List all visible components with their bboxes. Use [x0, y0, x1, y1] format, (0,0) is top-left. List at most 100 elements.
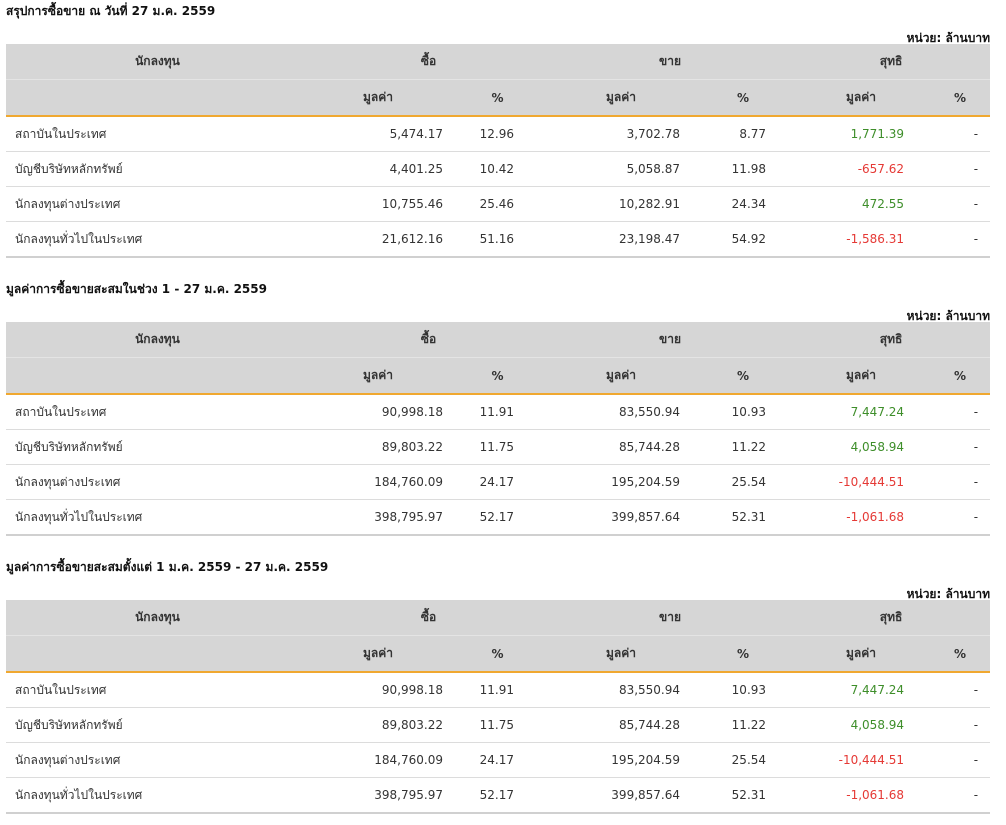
header-sell-value: มูลค่า	[548, 357, 695, 395]
net-value: -1,061.68	[792, 777, 931, 814]
net-value: -10,444.51	[792, 464, 931, 500]
header-buy: ซื้อ	[309, 44, 549, 80]
table-row: สถาบันในประเทศ 90,998.18 11.91 83,550.94 10.…	[6, 672, 991, 708]
header-net-value: มูลค่า	[792, 357, 931, 395]
buy-value: 89,803.22	[309, 707, 447, 743]
header-buy-value: มูลค่า	[309, 635, 447, 673]
header-sell-percent: %	[694, 357, 793, 395]
investor-name: นักลงทุนต่างประเทศ	[6, 742, 309, 778]
sell-percent: 11.22	[694, 429, 793, 465]
sell-percent: 25.54	[694, 742, 793, 778]
header-sell-percent: %	[694, 635, 793, 673]
header-buy-percent: %	[447, 357, 549, 395]
buy-percent: 11.91	[447, 672, 549, 708]
buy-value: 398,795.97	[309, 499, 447, 536]
header-net-percent: %	[930, 635, 991, 673]
net-value: 7,447.24	[792, 672, 931, 708]
header-sell: ขาย	[548, 44, 793, 80]
header-net: สุทธิ	[792, 322, 991, 358]
sell-value: 85,744.28	[548, 429, 695, 465]
sell-percent: 8.77	[694, 116, 793, 152]
net-value: -1,586.31	[792, 221, 931, 258]
net-percent: -	[930, 429, 991, 465]
net-percent: -	[930, 186, 991, 222]
net-percent: -	[930, 672, 991, 708]
table-row: สถาบันในประเทศ 5,474.17 12.96 3,702.78 8.77 1…	[6, 116, 991, 152]
header-investor-blank	[6, 357, 309, 395]
net-percent: -	[930, 464, 991, 500]
summary-table: นักลงทุน ซื้อ ขาย สุทธิ มูลค่า% มูลค่า% มูลค่า…	[6, 322, 991, 536]
header-buy-value: มูลค่า	[309, 79, 447, 117]
net-value: 7,447.24	[792, 394, 931, 430]
header-buy-value: มูลค่า	[309, 357, 447, 395]
buy-percent: 11.75	[447, 429, 549, 465]
net-percent: -	[930, 221, 991, 258]
table-row: สถาบันในประเทศ 90,998.18 11.91 83,550.94 10.…	[6, 394, 991, 430]
investor-name: สถาบันในประเทศ	[6, 672, 309, 708]
header-investor: นักลงทุน	[6, 322, 309, 358]
net-percent: -	[930, 742, 991, 778]
buy-percent: 24.17	[447, 742, 549, 778]
net-value: -10,444.51	[792, 742, 931, 778]
buy-value: 89,803.22	[309, 429, 447, 465]
buy-percent: 25.46	[447, 186, 549, 222]
table-row: นักลงทุนทั่วไปในประเทศ 398,795.97 52.17 399…	[6, 777, 991, 814]
header-net-percent: %	[930, 79, 991, 117]
buy-value: 398,795.97	[309, 777, 447, 814]
sell-value: 195,204.59	[548, 464, 695, 500]
net-percent: -	[930, 777, 991, 814]
sell-percent: 11.98	[694, 151, 793, 187]
header-sell: ขาย	[548, 322, 793, 358]
net-value: 4,058.94	[792, 707, 931, 743]
investor-name: สถาบันในประเทศ	[6, 116, 309, 152]
unit-label: หน่วย: ล้านบาท	[906, 309, 990, 323]
investor-name: นักลงทุนทั่วไปในประเทศ	[6, 777, 309, 814]
buy-percent: 10.42	[447, 151, 549, 187]
table-row: นักลงทุนทั่วไปในประเทศ 21,612.16 51.16 23,1…	[6, 221, 991, 258]
header-investor-blank	[6, 79, 309, 117]
sell-value: 399,857.64	[548, 777, 695, 814]
sell-percent: 24.34	[694, 186, 793, 222]
sell-percent: 10.93	[694, 394, 793, 430]
header-sell-value: มูลค่า	[548, 79, 695, 117]
net-percent: -	[930, 151, 991, 187]
buy-value: 21,612.16	[309, 221, 447, 258]
buy-percent: 52.17	[447, 499, 549, 536]
table-row: บัญชีบริษัทหลักทรัพย์ 4,401.25 10.42 5,058.…	[6, 151, 991, 187]
net-value: 472.55	[792, 186, 931, 222]
table-row: นักลงทุนต่างประเทศ 10,755.46 25.46 10,282.9…	[6, 186, 991, 222]
sell-percent: 10.93	[694, 672, 793, 708]
investor-name: บัญชีบริษัทหลักทรัพย์	[6, 429, 309, 465]
header-net-percent: %	[930, 357, 991, 395]
buy-value: 10,755.46	[309, 186, 447, 222]
buy-value: 90,998.18	[309, 394, 447, 430]
sell-value: 85,744.28	[548, 707, 695, 743]
header-buy-percent: %	[447, 635, 549, 673]
header-buy: ซื้อ	[309, 322, 549, 358]
section-title: มูลค่าการซื้อขายสะสมตั้งแต่ 1 ม.ค. 2559 …	[6, 560, 329, 574]
summary-table: นักลงทุน ซื้อ ขาย สุทธิ มูลค่า% มูลค่า% มูลค่า…	[6, 44, 991, 258]
header-net: สุทธิ	[792, 44, 991, 80]
header-investor-blank	[6, 635, 309, 673]
net-percent: -	[930, 116, 991, 152]
buy-value: 184,760.09	[309, 464, 447, 500]
sell-value: 5,058.87	[548, 151, 695, 187]
buy-value: 4,401.25	[309, 151, 447, 187]
buy-value: 184,760.09	[309, 742, 447, 778]
investor-name: นักลงทุนทั่วไปในประเทศ	[6, 221, 309, 258]
sell-value: 195,204.59	[548, 742, 695, 778]
summary-table: นักลงทุน ซื้อ ขาย สุทธิ มูลค่า% มูลค่า% มูลค่า…	[6, 600, 991, 814]
sell-value: 83,550.94	[548, 394, 695, 430]
buy-percent: 24.17	[447, 464, 549, 500]
header-buy-percent: %	[447, 79, 549, 117]
header-sell: ขาย	[548, 600, 793, 636]
unit-label: หน่วย: ล้านบาท	[906, 31, 990, 45]
investor-name: นักลงทุนทั่วไปในประเทศ	[6, 499, 309, 536]
buy-percent: 12.96	[447, 116, 549, 152]
buy-value: 5,474.17	[309, 116, 447, 152]
investor-name: นักลงทุนต่างประเทศ	[6, 464, 309, 500]
buy-percent: 11.75	[447, 707, 549, 743]
net-percent: -	[930, 707, 991, 743]
header-investor: นักลงทุน	[6, 600, 309, 636]
net-value: 4,058.94	[792, 429, 931, 465]
